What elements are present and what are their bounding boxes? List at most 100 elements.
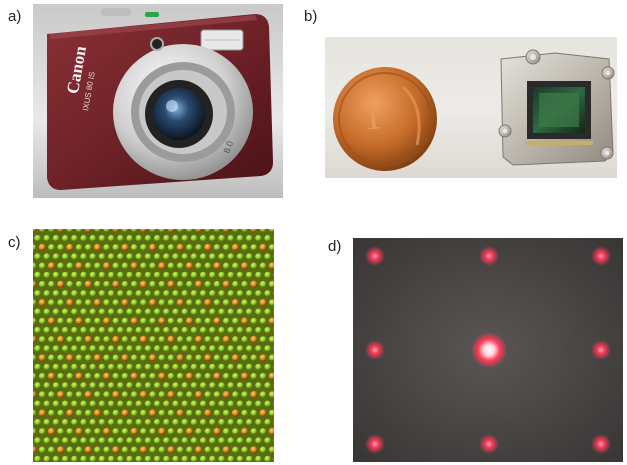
- lattice-dot: [245, 326, 253, 334]
- lattice-dot: [273, 346, 274, 351]
- lattice-dot: [213, 391, 221, 398]
- lattice-dot: [181, 382, 189, 389]
- lattice-dot: [236, 400, 244, 408]
- lattice-dot: [236, 437, 244, 444]
- lattice-dot: [264, 455, 271, 462]
- lattice-dot: [93, 243, 101, 251]
- lattice-dot: [43, 455, 51, 462]
- lattice-dot: [195, 428, 202, 435]
- lattice-dot: [112, 262, 120, 270]
- lattice-dot: [186, 336, 193, 343]
- lattice-dot: [218, 363, 225, 371]
- lattice-dot: [89, 234, 97, 242]
- lattice-dot: [268, 354, 274, 362]
- lattice-dot: [149, 446, 156, 454]
- lattice-dot: [48, 336, 55, 343]
- lattice-dot: [236, 308, 244, 316]
- lattice-dot: [195, 372, 202, 380]
- lattice-dot: [204, 262, 212, 270]
- lattice-dot: [48, 229, 55, 233]
- lattice-dot: [112, 354, 120, 362]
- lattice-dot: [227, 382, 235, 389]
- lattice-dot: [126, 418, 133, 426]
- lattice-dot: [38, 428, 46, 435]
- lattice-dot: [153, 290, 161, 297]
- lattice-dot: [204, 428, 212, 435]
- lattice-dot: [181, 290, 189, 297]
- lattice-dot: [43, 290, 51, 297]
- lattice-dot: [89, 271, 97, 279]
- lattice-dot: [140, 244, 147, 251]
- lattice-dot: [227, 326, 235, 334]
- lattice-dot: [199, 363, 207, 371]
- lattice-dot: [209, 382, 216, 389]
- lattice-dot: [94, 428, 101, 435]
- lattice-dot: [66, 262, 74, 270]
- lattice-dot: [130, 427, 138, 435]
- lattice-dot: [190, 308, 198, 316]
- lattice-dot: [153, 345, 161, 352]
- lattice-dot: [144, 455, 152, 462]
- lattice-dot: [103, 372, 111, 380]
- lattice-dot: [268, 299, 274, 306]
- lattice-dot: [195, 262, 202, 270]
- lattice-dot: [94, 262, 101, 270]
- lattice-dot: [236, 326, 244, 334]
- lattice-dot: [163, 326, 170, 334]
- lattice-dot: [139, 280, 147, 288]
- lattice-dot: [158, 372, 166, 380]
- lattice-dot: [135, 455, 143, 462]
- lattice-dot: [190, 234, 198, 242]
- lattice-dot: [71, 437, 78, 444]
- lattice-dot: [103, 446, 110, 454]
- lattice-dot: [190, 382, 198, 389]
- lattice-dot: [57, 391, 65, 399]
- lattice-dot: [232, 229, 239, 233]
- lattice-dot: [80, 290, 87, 297]
- lattice-dot: [167, 354, 175, 362]
- lattice-dot: [250, 335, 258, 343]
- lattice-dot: [213, 280, 221, 288]
- lattice-dot: [89, 290, 97, 297]
- lattice-dot: [245, 253, 253, 260]
- lattice-dot: [34, 326, 41, 334]
- lattice-dot: [130, 354, 138, 362]
- lattice-dot: [185, 317, 193, 325]
- lattice-dot: [264, 363, 271, 371]
- lattice-dot: [158, 391, 166, 398]
- lattice-dot: [57, 317, 64, 325]
- lattice-dot: [34, 345, 41, 352]
- lattice-dot: [66, 243, 74, 251]
- lattice-dot: [231, 409, 239, 417]
- lattice-dot: [186, 280, 193, 288]
- lattice-dot: [195, 229, 203, 233]
- lattice-dot: [89, 418, 97, 426]
- lattice-dot: [139, 446, 147, 454]
- lattice-dot: [57, 262, 64, 270]
- lattice-dot: [259, 391, 267, 398]
- lattice-dot: [140, 299, 147, 306]
- lattice-dot: [213, 354, 221, 362]
- lattice-dot: [98, 455, 106, 462]
- lattice-dot: [273, 273, 274, 277]
- lattice-dot: [89, 253, 97, 260]
- lattice-dot: [227, 290, 235, 297]
- lattice-dot: [204, 280, 212, 288]
- lattice-dot: [117, 308, 124, 316]
- lattice-dot: [255, 418, 262, 426]
- lattice-dot: [71, 345, 78, 352]
- lattice-dot: [52, 271, 60, 279]
- lattice-dot: [135, 234, 143, 242]
- lattice-dot: [34, 290, 41, 297]
- lattice-dot: [126, 400, 133, 408]
- lattice-dot: [61, 455, 69, 462]
- lattice-dot: [89, 382, 97, 389]
- lattice-dot: [130, 372, 138, 380]
- lattice-dot: [103, 299, 110, 306]
- lattice-dot: [209, 308, 216, 316]
- lattice-dot: [89, 345, 97, 352]
- lattice-dot: [139, 229, 147, 233]
- lattice-dot: [172, 308, 179, 316]
- sensor-coin-illustration: [333, 49, 615, 171]
- lattice-dot: [245, 382, 253, 389]
